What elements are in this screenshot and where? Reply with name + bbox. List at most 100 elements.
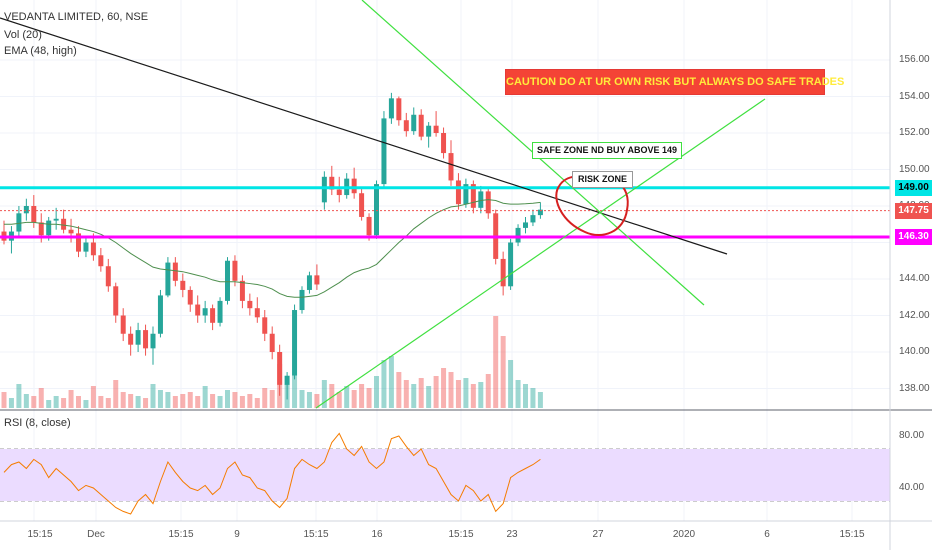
- volume-bar: [210, 394, 216, 408]
- volume-bar: [113, 380, 119, 408]
- volume-bar: [433, 376, 439, 408]
- volume-bar: [530, 388, 536, 408]
- volume-bar: [172, 396, 178, 408]
- volume-bar: [8, 398, 14, 408]
- volume-bar: [262, 388, 268, 408]
- time-tick: 16: [371, 529, 383, 540]
- candle-body: [76, 233, 81, 252]
- symbol-legend[interactable]: VEDANTA LIMITED, 60, NSE: [4, 11, 149, 23]
- risk-zone-note[interactable]: RISK ZONE: [572, 171, 634, 188]
- volume-bar: [374, 376, 379, 408]
- volume-bar: [232, 392, 238, 408]
- candle-body: [515, 227, 521, 243]
- candle-body: [374, 184, 379, 236]
- candle-body: [172, 262, 178, 281]
- caution-note[interactable]: CAUTION DO AT UR OWN RISK BUT ALWAYS DO …: [505, 69, 844, 95]
- candle-body: [157, 295, 163, 334]
- time-tick: 9: [234, 529, 240, 540]
- volume-bar: [448, 372, 454, 408]
- volume-bar: [135, 396, 141, 408]
- candle-body: [418, 114, 424, 137]
- candle-body: [463, 184, 469, 205]
- candle-body: [388, 98, 394, 119]
- volume-bar: [493, 316, 499, 408]
- volume-bar: [396, 372, 402, 408]
- volume-bar: [53, 396, 59, 408]
- candle-body: [98, 255, 104, 267]
- ema-line: [4, 199, 541, 298]
- safe-zone-note[interactable]: SAFE ZONE ND BUY ABOVE 149: [532, 142, 683, 159]
- volume-bar: [180, 394, 186, 408]
- candle-body: [537, 209, 543, 216]
- volume-bar: [500, 336, 506, 408]
- volume-bar: [336, 392, 342, 408]
- candle-body: [61, 218, 67, 230]
- candle-body: [38, 222, 44, 236]
- volume-bar: [225, 390, 230, 408]
- candle-body: [217, 300, 223, 323]
- volume-bar: [351, 390, 357, 408]
- candle-body: [269, 333, 275, 352]
- volume-legend[interactable]: Vol (20): [4, 29, 42, 41]
- volume-bar: [76, 396, 81, 408]
- candle-body: [321, 176, 327, 203]
- volume-bar: [418, 378, 424, 408]
- rsi-legend[interactable]: RSI (8, close): [4, 417, 71, 429]
- candle-body: [31, 206, 37, 223]
- candle-body: [530, 215, 536, 223]
- volume-bar: [508, 360, 514, 408]
- candlesticks: [1, 92, 543, 400]
- candle-body: [165, 262, 171, 296]
- volume-bar: [329, 384, 335, 408]
- candle-body: [396, 98, 402, 121]
- volume-bar: [195, 396, 201, 408]
- volume-bar: [23, 394, 29, 408]
- candle-body: [232, 260, 238, 281]
- candle-body: [455, 180, 461, 205]
- candle-body: [113, 286, 119, 316]
- candle-body: [128, 333, 134, 345]
- candle-body: [508, 242, 514, 287]
- trendlines[interactable]: [0, 0, 766, 409]
- price-tick: 140.00: [899, 346, 930, 357]
- candle-body: [83, 242, 89, 252]
- candle-body: [90, 242, 96, 256]
- candle-body: [433, 125, 439, 133]
- volume-bar: [105, 398, 111, 408]
- volume-bar: [411, 384, 417, 408]
- candle-body: [277, 352, 283, 385]
- candle-body: [53, 218, 59, 221]
- price-tick: 142.00: [899, 309, 930, 321]
- volume-bar: [217, 396, 223, 408]
- rsi-line: [3, 432, 541, 515]
- time-tick: Dec: [87, 529, 105, 540]
- candle-body: [180, 280, 186, 290]
- time-tick: 27: [592, 529, 604, 540]
- volume-bar: [463, 378, 469, 408]
- volume-bar: [254, 398, 260, 408]
- price-tick: 152.00: [899, 127, 930, 138]
- candle-body: [314, 275, 320, 285]
- candle-body: [46, 220, 52, 236]
- time-tick: 23: [506, 529, 518, 540]
- volume-bar: [68, 390, 74, 408]
- volume-bar: [321, 380, 327, 408]
- volume-bar: [470, 384, 476, 408]
- volume-bar: [366, 388, 372, 408]
- candle-body: [150, 333, 156, 349]
- candle-body: [448, 153, 454, 181]
- candle-body: [426, 125, 432, 137]
- ema-legend[interactable]: EMA (48, high): [4, 45, 77, 57]
- price-tick: 154.00: [899, 90, 930, 102]
- candle-body: [23, 206, 29, 214]
- volume-bar: [388, 356, 394, 408]
- candle-body: [143, 330, 149, 349]
- candle-body: [485, 191, 491, 214]
- candle-body: [351, 178, 357, 194]
- price-label: 149.00: [895, 179, 932, 196]
- candle-body: [210, 308, 216, 323]
- volume-bar: [344, 386, 350, 408]
- candle-body: [120, 315, 126, 334]
- volume-bar: [239, 396, 245, 408]
